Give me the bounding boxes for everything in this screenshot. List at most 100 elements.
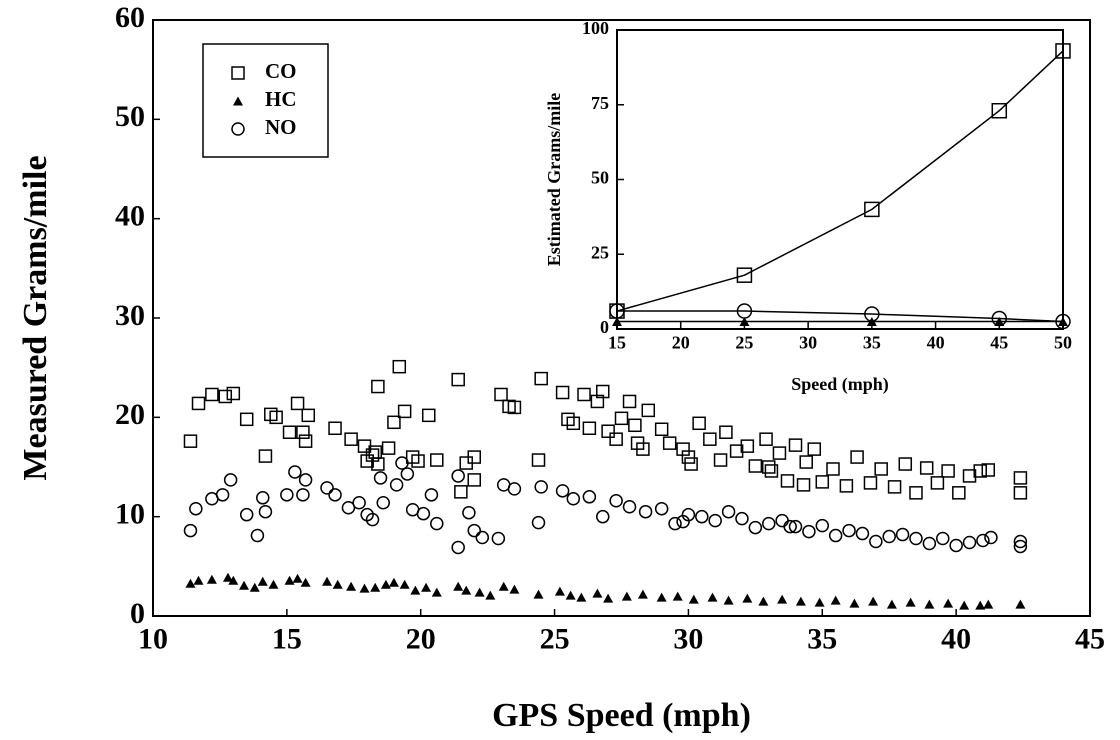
- point: [461, 585, 472, 595]
- point: [788, 438, 803, 452]
- point: [531, 515, 546, 530]
- point: [684, 457, 698, 471]
- point: [485, 590, 496, 600]
- point: [467, 450, 482, 464]
- x-tick-label: 40: [941, 622, 971, 655]
- point: [656, 592, 667, 602]
- point: [189, 501, 203, 516]
- point: [736, 267, 753, 283]
- x-tick-label: 25: [540, 622, 570, 655]
- point: [341, 500, 356, 515]
- point: [280, 488, 294, 502]
- point: [389, 478, 404, 492]
- point: [282, 425, 297, 439]
- point: [371, 379, 385, 394]
- point: [250, 528, 265, 543]
- x-tick-label: 30: [673, 622, 703, 655]
- point: [802, 524, 816, 539]
- point: [874, 462, 888, 476]
- plot-area: [616, 29, 1064, 330]
- point: [695, 509, 709, 524]
- point: [898, 457, 913, 471]
- point: [973, 464, 987, 478]
- x-tick-label: 20: [672, 332, 690, 352]
- point: [328, 421, 342, 436]
- point: [222, 572, 233, 582]
- point: [930, 476, 945, 490]
- point: [984, 530, 998, 545]
- point: [628, 418, 642, 433]
- y-tick-label: 60: [115, 1, 145, 34]
- legend-box: [202, 43, 329, 158]
- point: [397, 404, 412, 419]
- point: [387, 415, 401, 430]
- point: [783, 519, 797, 534]
- point: [218, 389, 233, 404]
- point: [981, 463, 996, 477]
- point: [596, 384, 610, 399]
- point: [1055, 43, 1071, 59]
- point: [467, 473, 482, 487]
- point: [855, 526, 870, 541]
- legend-label: CO: [265, 59, 297, 83]
- point: [421, 408, 436, 423]
- point: [534, 480, 548, 494]
- point: [909, 486, 923, 500]
- point: [761, 460, 776, 474]
- point: [451, 540, 465, 555]
- point: [392, 359, 407, 374]
- point: [256, 491, 270, 505]
- point: [723, 595, 734, 605]
- point: [807, 442, 822, 456]
- point: [555, 385, 570, 400]
- point: [290, 396, 305, 411]
- point: [269, 410, 283, 425]
- point: [943, 598, 954, 608]
- point: [451, 372, 465, 387]
- point: [284, 575, 295, 585]
- point: [430, 516, 444, 531]
- point: [949, 538, 963, 553]
- point: [576, 592, 587, 602]
- point: [365, 512, 380, 527]
- y-tick-label: 100: [582, 18, 609, 38]
- point: [226, 386, 241, 401]
- point: [609, 432, 623, 446]
- point: [451, 469, 465, 483]
- point: [205, 387, 219, 402]
- point: [509, 584, 520, 594]
- point: [842, 523, 856, 538]
- point: [761, 516, 776, 531]
- point: [206, 574, 217, 584]
- point: [228, 575, 239, 585]
- x-tick-label: 20: [406, 622, 436, 655]
- point: [654, 501, 669, 516]
- point: [215, 488, 230, 502]
- point: [411, 454, 425, 468]
- point: [887, 480, 902, 494]
- point: [795, 596, 806, 606]
- point: [764, 464, 779, 478]
- point: [301, 408, 316, 423]
- point: [636, 442, 650, 456]
- point: [388, 577, 399, 587]
- point: [381, 441, 396, 455]
- point: [467, 523, 482, 538]
- point: [681, 450, 696, 464]
- point: [320, 481, 334, 495]
- y-tick-label: 40: [115, 200, 145, 233]
- x-tick-label: 50: [1054, 332, 1072, 352]
- point: [421, 582, 432, 592]
- point: [729, 444, 744, 458]
- point: [193, 575, 204, 585]
- point: [662, 436, 677, 450]
- point: [612, 317, 622, 327]
- x-tick-label: 30: [799, 332, 817, 352]
- point: [962, 469, 977, 483]
- point: [373, 471, 388, 485]
- point: [332, 579, 343, 589]
- point: [796, 478, 811, 492]
- point: [759, 432, 773, 446]
- point: [826, 462, 840, 476]
- point: [352, 496, 366, 510]
